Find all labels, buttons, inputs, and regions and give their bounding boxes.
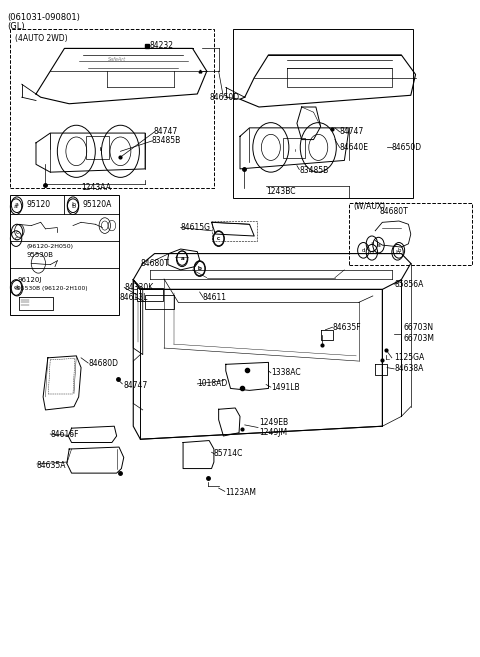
Text: (061031-090801): (061031-090801) (8, 12, 80, 22)
Text: b: b (198, 266, 202, 271)
Text: c: c (14, 236, 18, 241)
Text: 84232: 84232 (150, 41, 174, 51)
Text: 1123AM: 1123AM (225, 488, 256, 497)
Text: 84638A: 84638A (394, 365, 423, 373)
Text: d: d (14, 285, 18, 290)
Bar (86, 136, 108, 159)
Text: d: d (370, 250, 374, 255)
Text: 84650D: 84650D (392, 143, 422, 152)
Text: a: a (15, 202, 19, 207)
Text: 85856A: 85856A (394, 280, 423, 288)
Text: 1338AC: 1338AC (271, 369, 300, 377)
Text: 1125GA: 1125GA (394, 353, 424, 362)
Text: 83485B: 83485B (300, 166, 328, 175)
Text: a: a (180, 256, 184, 261)
Text: 1491LB: 1491LB (271, 382, 300, 392)
Bar (10, 195, 119, 315)
Text: 83485B: 83485B (151, 137, 180, 145)
Text: (4AUTO 2WD): (4AUTO 2WD) (14, 34, 67, 43)
Text: 84680T: 84680T (380, 207, 408, 215)
Text: 95530B (96120-2H100): 95530B (96120-2H100) (17, 286, 88, 291)
Text: 1018AD: 1018AD (197, 379, 228, 388)
Text: a: a (14, 204, 18, 209)
Text: b: b (198, 266, 202, 271)
Text: 84611: 84611 (203, 293, 227, 302)
Text: b: b (396, 250, 399, 255)
Text: 84330K: 84330K (124, 283, 154, 292)
Text: 95530B: 95530B (26, 252, 53, 258)
Text: 84640E: 84640E (340, 143, 369, 152)
Text: 95120: 95120 (26, 200, 50, 209)
Text: b: b (397, 248, 401, 253)
Text: c: c (15, 229, 19, 235)
Text: 84747: 84747 (124, 380, 148, 390)
Bar (283, 138, 305, 158)
Text: c: c (217, 236, 220, 241)
Text: d: d (361, 248, 365, 253)
Text: a: a (377, 242, 381, 248)
Text: (96120-2H050): (96120-2H050) (26, 244, 73, 249)
Bar (10, 29, 214, 189)
Text: b: b (71, 202, 75, 207)
Text: 96120J: 96120J (17, 277, 41, 283)
Text: 84616F: 84616F (50, 430, 79, 438)
Text: (W/AUX): (W/AUX) (353, 202, 385, 210)
Text: 84615G: 84615G (180, 223, 211, 232)
Text: 66703M: 66703M (404, 334, 435, 344)
Text: 85714C: 85714C (214, 449, 243, 458)
Text: 1243BC: 1243BC (266, 187, 296, 196)
Text: SafeArt: SafeArt (108, 57, 126, 62)
Text: (GL): (GL) (8, 22, 25, 32)
Bar (349, 203, 471, 265)
Text: 1249EB: 1249EB (259, 418, 288, 427)
Text: a: a (180, 256, 184, 261)
Text: 84635A: 84635A (37, 461, 66, 470)
Text: 66703N: 66703N (404, 323, 434, 332)
Text: 84747: 84747 (340, 127, 364, 135)
Text: 84650D: 84650D (209, 93, 240, 102)
Text: 1249JM: 1249JM (259, 428, 287, 437)
Text: 95120A: 95120A (83, 200, 112, 209)
Bar (233, 29, 413, 198)
Bar (145, 294, 174, 309)
Text: 84680D: 84680D (88, 359, 118, 367)
Text: b: b (71, 204, 75, 209)
Text: 84680T: 84680T (140, 259, 169, 268)
Text: 84613L: 84613L (119, 293, 147, 302)
Bar (212, 221, 257, 240)
Text: a: a (370, 241, 373, 246)
Text: 84635F: 84635F (333, 323, 361, 332)
Bar (137, 288, 163, 301)
Text: c: c (217, 236, 220, 241)
Text: 84747: 84747 (154, 127, 178, 136)
Text: d: d (15, 286, 19, 290)
Text: 1243AA: 1243AA (81, 183, 111, 193)
